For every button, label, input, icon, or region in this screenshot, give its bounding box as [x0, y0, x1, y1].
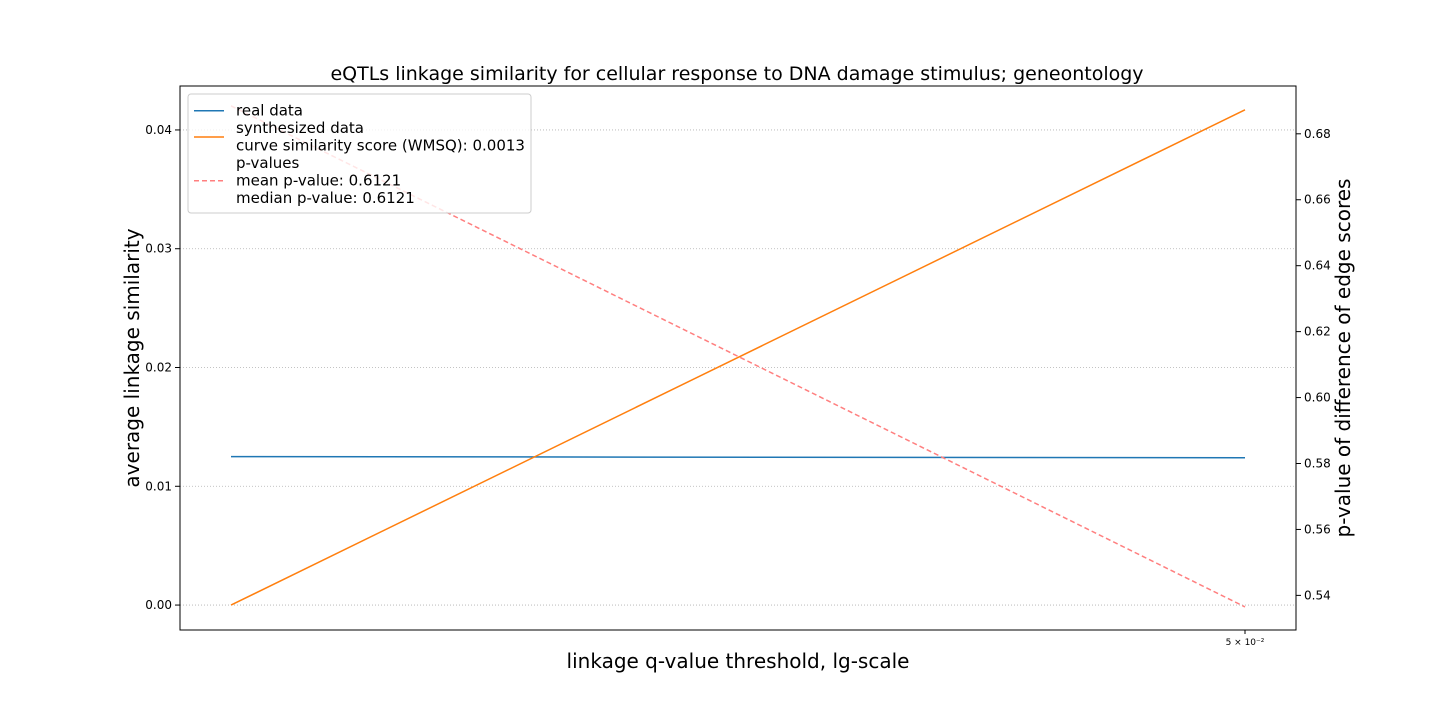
- left-y-tick-label: 0.03: [145, 242, 172, 256]
- legend-entry-text: p-values: [236, 154, 300, 172]
- left-y-tick-label: 0.04: [145, 123, 172, 137]
- right-y-tick-label: 0.58: [1304, 457, 1331, 471]
- x-tick-label: 5 × 10⁻²: [1226, 638, 1265, 648]
- legend-entry-text: median p-value: 0.6121: [236, 189, 415, 207]
- left-y-tick-label: 0.02: [145, 361, 172, 375]
- legend-frame: [187, 93, 532, 214]
- x-axis: 5 × 10⁻²: [1226, 630, 1265, 648]
- left-y-tick-label: 0.00: [145, 598, 172, 612]
- right-y-tick-label: 0.62: [1304, 325, 1331, 339]
- series-line-real-data: [230, 455, 1246, 459]
- legend-entry-text: curve similarity score (WMSQ): 0.0013: [236, 137, 525, 155]
- series-line-synthesized-data: [230, 109, 1246, 606]
- right-y-tick-label: 0.64: [1304, 259, 1331, 273]
- legend-entry-text: mean p-value: 0.6121: [236, 172, 401, 190]
- chart-title: eQTLs linkage similarity for cellular re…: [330, 63, 1143, 85]
- right-y-axis: 0.54 0.56 0.58 0.60 0.62 0.64 0.66 0.68: [1296, 127, 1331, 602]
- legend-entry-text: synthesized data: [236, 119, 364, 137]
- right-y-axis-label: p-value of difference of edge scores: [1331, 179, 1355, 538]
- right-y-tick-label: 0.60: [1304, 391, 1331, 405]
- right-y-tick-label: 0.54: [1304, 588, 1331, 602]
- legend-entry-text: real data: [236, 102, 303, 120]
- x-axis-label: linkage q-value threshold, lg-scale: [567, 649, 910, 673]
- left-y-axis: 0.00 0.01 0.02 0.03 0.04: [145, 123, 180, 612]
- left-y-tick-label: 0.01: [145, 479, 172, 493]
- right-y-tick-label: 0.56: [1304, 522, 1331, 536]
- plot-frame: [179, 85, 1297, 631]
- right-y-tick-label: 0.66: [1304, 193, 1331, 207]
- left-y-axis-label: average linkage similarity: [120, 228, 144, 487]
- right-y-tick-label: 0.68: [1304, 127, 1331, 141]
